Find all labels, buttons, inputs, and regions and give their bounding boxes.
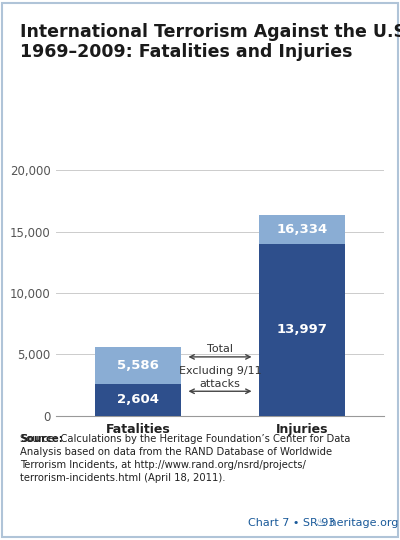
Bar (259, 215, 345, 416)
Text: 1969–2009: Fatalities and Injuries: 1969–2009: Fatalities and Injuries (20, 43, 352, 60)
Text: Source: Calculations by the Heritage Foundation’s Center for Data
Analysis based: Source: Calculations by the Heritage Fou… (20, 434, 350, 483)
Text: Excluding 9/11
attacks: Excluding 9/11 attacks (179, 367, 261, 389)
Bar (95, 347, 181, 416)
Text: 5,586: 5,586 (117, 359, 159, 372)
Text: Chart 7 • SR 93: Chart 7 • SR 93 (248, 518, 335, 528)
Bar (95, 384, 181, 416)
Text: International Terrorism Against the U.S.,: International Terrorism Against the U.S.… (20, 23, 400, 40)
Text: 16,334: 16,334 (276, 223, 328, 236)
Text: Total: Total (207, 345, 233, 354)
Text: 2,604: 2,604 (117, 393, 159, 406)
Text: Source:: Source: (20, 434, 63, 444)
Text: ♨ heritage.org: ♨ heritage.org (316, 518, 398, 528)
Bar (259, 244, 345, 416)
Text: 13,997: 13,997 (276, 323, 328, 336)
